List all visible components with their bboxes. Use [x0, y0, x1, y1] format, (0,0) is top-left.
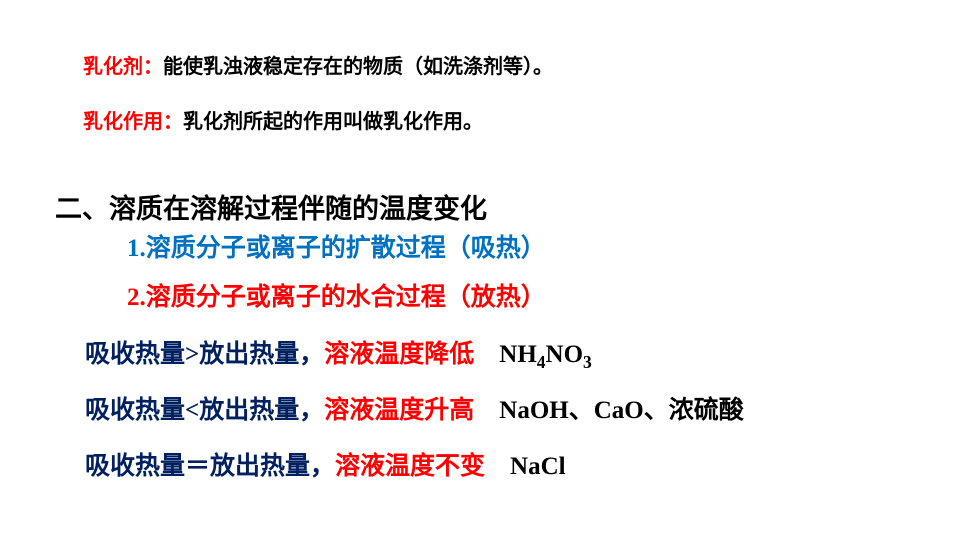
result-text: 溶液温度不变 [335, 453, 485, 480]
section-heading: 二、溶质在溶解过程伴随的温度变化 [55, 187, 487, 226]
term-text: 乳化剂所起的作用叫做乳化作用。 [183, 111, 483, 133]
subpoint-diffusion: 1.溶质分子或离子的扩散过程（吸热） [127, 228, 546, 264]
comparison-row-equal: 吸收热量＝放出热量，溶液温度不变 NaCl [85, 446, 566, 482]
condition-text: 吸收热量>放出热量， [85, 341, 324, 368]
formula-text: NH4NO3 [499, 341, 592, 368]
term-label: 乳化作用： [83, 111, 183, 133]
condition-text: 吸收热量＝放出热量， [85, 453, 335, 480]
result-text: 溶液温度降低 [324, 341, 474, 368]
subpoint-hydration: 2.溶质分子或离子的水合过程（放热） [127, 277, 546, 313]
comparison-row-absorb-greater: 吸收热量>放出热量，溶液温度降低 NH4NO3 [85, 334, 592, 373]
formula-text: NaCl [510, 453, 566, 480]
term-label: 乳化剂： [83, 56, 163, 78]
result-text: 溶液温度升高 [324, 397, 474, 424]
definition-emulsification: 乳化作用：乳化剂所起的作用叫做乳化作用。 [83, 105, 483, 134]
condition-text: 吸收热量<放出热量， [85, 397, 324, 424]
comparison-row-absorb-less: 吸收热量<放出热量，溶液温度升高 NaOH、CaO、浓硫酸 [85, 390, 744, 426]
definition-emulsifier: 乳化剂：能使乳浊液稳定存在的物质（如洗涤剂等）。 [83, 50, 553, 79]
term-text: 能使乳浊液稳定存在的物质（如洗涤剂等）。 [163, 56, 553, 78]
formula-text: NaOH、CaO、浓硫酸 [499, 397, 743, 424]
